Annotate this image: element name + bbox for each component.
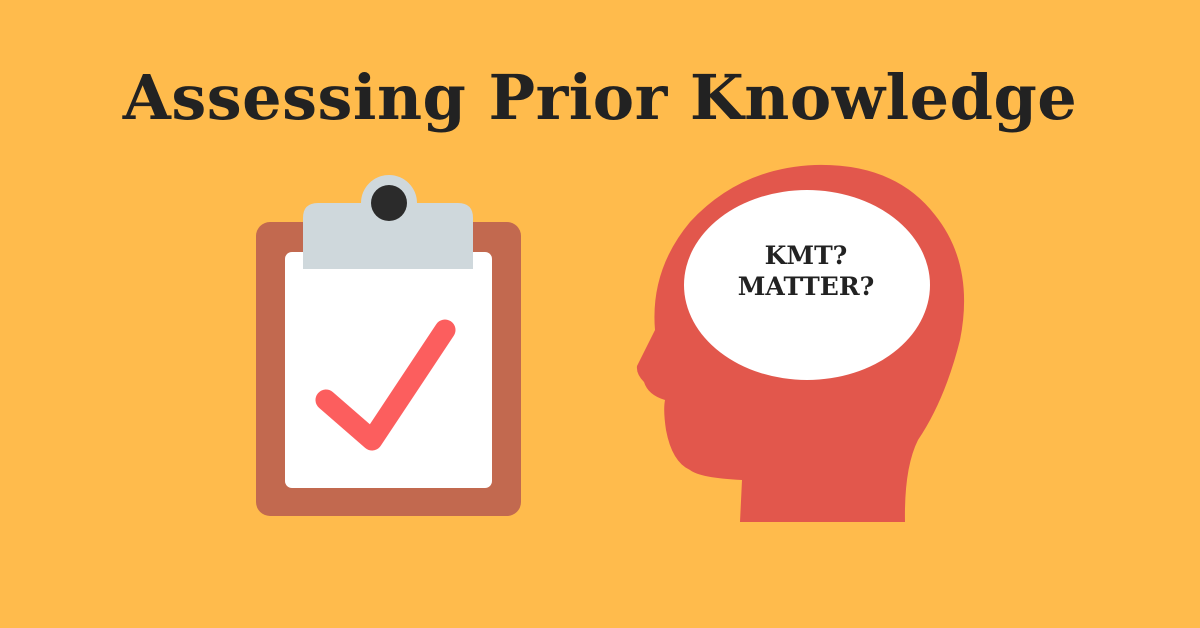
head-silhouette-icon bbox=[636, 164, 965, 523]
clipboard-clip bbox=[303, 203, 473, 269]
clipboard-checkmark-icon bbox=[256, 175, 521, 516]
clipboard-clip-hole bbox=[371, 185, 407, 221]
checkmark bbox=[315, 319, 456, 451]
clipboard-paper bbox=[285, 252, 492, 488]
thought-bubble-text: KMT? MATTER? bbox=[690, 240, 922, 302]
thought-bubble bbox=[684, 190, 930, 380]
thought-line-2: MATTER? bbox=[737, 272, 875, 301]
thought-line-1: KMT? bbox=[764, 241, 848, 270]
page-title: Assessing Prior Knowledge bbox=[122, 61, 1078, 134]
